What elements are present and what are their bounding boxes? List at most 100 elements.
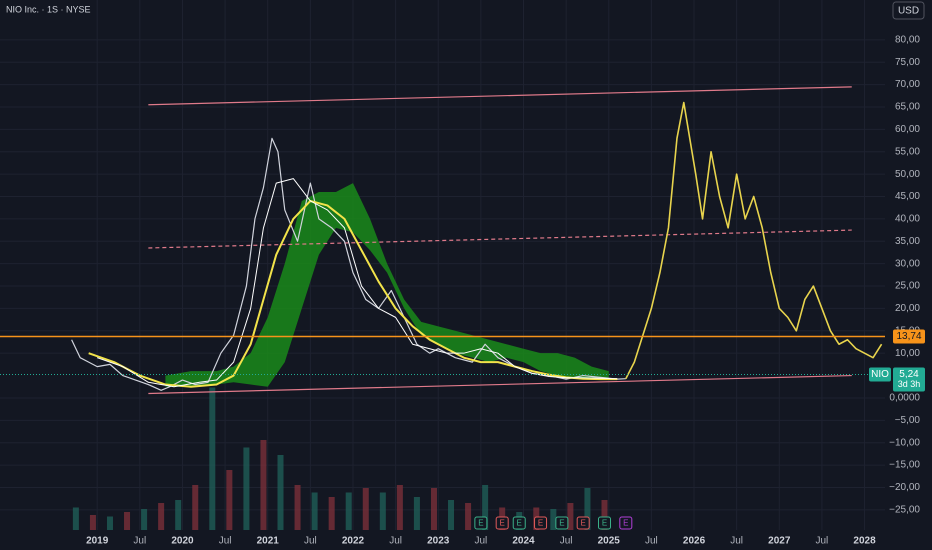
volume-bar (260, 440, 267, 530)
x-tick-label: Jul (730, 536, 743, 547)
volume-bar (601, 500, 608, 530)
y-tick-label: 10,00 (895, 348, 920, 359)
event-label: E (581, 519, 586, 528)
volume-bar (584, 488, 591, 530)
event-marker (576, 516, 590, 530)
volume-bar (362, 488, 369, 530)
x-tick-label: 2022 (342, 536, 365, 547)
y-tick-label: 20,00 (895, 303, 920, 314)
y-tick-label: 40,00 (895, 214, 920, 225)
event-marker (534, 516, 548, 530)
x-tick-label: 2019 (86, 536, 109, 547)
volume-bar (345, 492, 352, 530)
trend-line (148, 86, 852, 106)
y-tick-label: 35,00 (895, 236, 920, 247)
x-tick-label: 2028 (853, 536, 876, 547)
volume-bar (106, 516, 113, 530)
trend-line (148, 229, 852, 249)
event-label: E (500, 519, 505, 528)
volume-bar (277, 455, 284, 530)
quote-price: 5,24 (899, 369, 919, 380)
event-marker (555, 516, 569, 530)
event-marker (495, 516, 509, 530)
volume-bar (192, 485, 199, 530)
volume-bar (72, 507, 79, 530)
volume-bar (311, 492, 318, 530)
x-tick-label: Jul (219, 536, 232, 547)
event-label: E (559, 519, 564, 528)
volume-bar (209, 387, 216, 530)
y-tick-label: −25,00 (889, 504, 920, 515)
event-marker (597, 516, 611, 530)
volume-bar (89, 515, 96, 530)
y-tick-label: 55,00 (895, 146, 920, 157)
volume-bar (328, 497, 335, 530)
y-tick-label: 30,00 (895, 258, 920, 269)
volume-bar (482, 485, 489, 530)
y-tick-label: 70,00 (895, 79, 920, 90)
quote-countdown: 3d 3h (898, 379, 921, 389)
event-marker (474, 516, 488, 530)
x-tick-label: Jul (645, 536, 658, 547)
currency-box[interactable] (892, 1, 925, 20)
series-line (71, 137, 626, 391)
y-tick-label: 65,00 (895, 102, 920, 113)
y-tick-label: −10,00 (889, 437, 920, 448)
event-marker (619, 516, 633, 530)
trend-line (148, 374, 852, 395)
y-tick-label: −20,00 (889, 482, 920, 493)
event-label: E (517, 519, 522, 528)
volume-bar (294, 485, 301, 530)
volume-bar (413, 497, 420, 530)
x-tick-label: Jul (474, 536, 487, 547)
last-price-label: 13,74 (896, 331, 921, 342)
x-tick-label: 2023 (427, 536, 450, 547)
event-marker (512, 516, 526, 530)
series-line (97, 178, 618, 388)
x-tick-label: 2021 (257, 536, 280, 547)
currency[interactable]: USD (898, 6, 919, 17)
volume-bar (465, 503, 472, 530)
x-tick-label: Jul (304, 536, 317, 547)
y-tick-label: 45,00 (895, 191, 920, 202)
y-tick-label: 60,00 (895, 124, 920, 135)
series-line (88, 199, 618, 388)
event-label: E (538, 519, 543, 528)
y-tick-label: 75,00 (895, 57, 920, 68)
x-tick-label: 2020 (171, 536, 194, 547)
x-tick-label: Jul (816, 536, 829, 547)
x-tick-label: Jul (389, 536, 402, 547)
series-line (625, 101, 883, 380)
event-label: E (602, 519, 607, 528)
chart-title: NIO Inc. · 1S · NYSE (6, 4, 91, 14)
last-price-box (893, 329, 925, 344)
x-tick-label: 2027 (768, 536, 791, 547)
quote-price-box (893, 367, 925, 392)
volume-bar (124, 512, 131, 530)
volume-bar (430, 488, 437, 530)
event-label: E (623, 519, 628, 528)
x-tick-label: Jul (560, 536, 573, 547)
y-tick-label: 80,00 (895, 34, 920, 45)
event-label: E (478, 519, 483, 528)
y-tick-label: 0,0000 (889, 393, 920, 404)
volume-bar (550, 509, 557, 530)
quote-symbol: NIO (871, 369, 889, 380)
volume-bar (243, 447, 250, 530)
y-tick-label: −15,00 (889, 460, 920, 471)
volume-bar (141, 509, 148, 530)
x-tick-label: 2026 (683, 536, 706, 547)
x-tick-label: 2024 (512, 536, 535, 547)
y-tick-label: 25,00 (895, 281, 920, 292)
volume-bar (448, 500, 455, 530)
volume-bar (175, 500, 182, 530)
volume-bar (226, 470, 233, 530)
volume-bar (158, 503, 165, 530)
volume-bar (567, 503, 574, 530)
x-tick-label: 2025 (598, 536, 621, 547)
volume-bar (396, 485, 403, 530)
y-tick-label: 50,00 (895, 169, 920, 180)
x-tick-label: Jul (133, 536, 146, 547)
